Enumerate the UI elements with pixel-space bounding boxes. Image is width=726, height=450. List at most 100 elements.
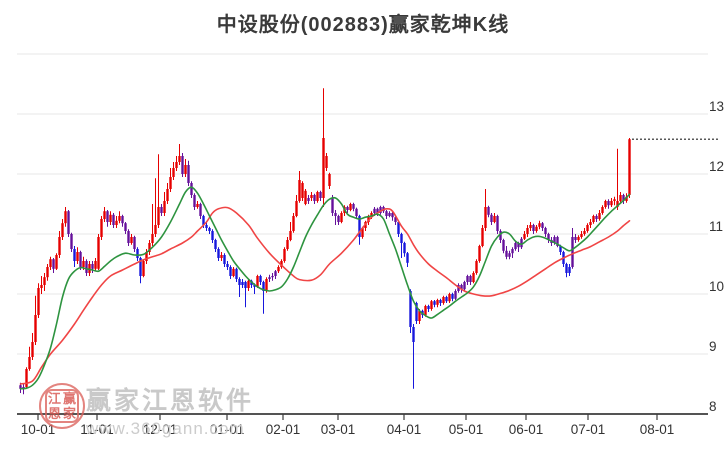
- candle-body: [274, 271, 277, 276]
- candle-body: [451, 294, 454, 299]
- candle-body: [391, 213, 394, 218]
- candle-body: [379, 207, 382, 213]
- candle-body: [103, 211, 106, 219]
- candle-body: [109, 214, 112, 222]
- candle-body: [220, 255, 223, 258]
- candle-body: [37, 288, 40, 315]
- candle-body: [157, 207, 160, 225]
- candle-body: [262, 282, 265, 291]
- candle-body: [235, 268, 238, 279]
- seal-ring: [39, 383, 85, 429]
- candle-body: [481, 228, 484, 246]
- candle-body: [253, 285, 256, 287]
- candle-body: [139, 258, 142, 276]
- candle-body: [115, 220, 118, 225]
- candle-body: [268, 277, 271, 279]
- candle-body: [592, 216, 595, 222]
- candle-body: [415, 303, 418, 321]
- candle-body: [298, 180, 301, 201]
- candle-body: [31, 342, 34, 357]
- y-tick-label: 13: [709, 99, 724, 114]
- candle-body: [397, 222, 400, 234]
- candle-body: [226, 264, 229, 267]
- y-tick-label: 10: [709, 279, 724, 294]
- candle-body: [52, 259, 55, 269]
- x-tick-label: 06-01: [509, 422, 544, 437]
- candle-body: [607, 201, 610, 206]
- x-tick-label: 05-01: [449, 422, 484, 437]
- candle-body: [469, 276, 472, 282]
- candle-body: [307, 198, 310, 201]
- candle-body: [223, 255, 226, 264]
- candle-body: [199, 204, 202, 216]
- candle-body: [436, 300, 439, 305]
- candle-body: [376, 208, 379, 213]
- candle-body: [454, 291, 457, 299]
- candle-body: [289, 231, 292, 240]
- candle-body: [73, 249, 76, 261]
- seal-char: 恩: [47, 406, 61, 421]
- x-tick-label: 10-01: [21, 422, 56, 437]
- candle-body: [19, 385, 22, 389]
- candle-body: [256, 276, 259, 287]
- candle-body: [439, 300, 442, 303]
- candle-body: [148, 243, 151, 252]
- x-tick-label: 08-01: [640, 422, 675, 437]
- candle-body: [118, 216, 121, 221]
- candle-body: [517, 243, 520, 248]
- y-tick-label: 11: [709, 219, 723, 234]
- candle-body: [619, 195, 622, 201]
- candle-body: [352, 204, 355, 209]
- candle-body: [466, 276, 469, 282]
- candle-body: [277, 267, 280, 272]
- seal-char: 家: [62, 406, 76, 421]
- candle-body: [154, 225, 157, 234]
- candle-body: [130, 237, 133, 243]
- candle-body: [472, 273, 475, 282]
- candle-body: [442, 297, 445, 303]
- candle-body: [58, 237, 61, 255]
- candle-body: [424, 306, 427, 315]
- seal-square: 江 赢 恩 家: [45, 389, 79, 423]
- candle-body: [145, 252, 148, 261]
- candle-body: [187, 165, 190, 183]
- candle-body: [544, 228, 547, 234]
- candle-body: [88, 264, 91, 273]
- candle-body: [385, 211, 388, 216]
- candle-body: [430, 301, 433, 309]
- candle-body: [202, 216, 205, 225]
- candle-body: [292, 216, 295, 231]
- candle-body: [244, 282, 247, 288]
- candle-body: [178, 156, 181, 162]
- candle-body: [181, 156, 184, 174]
- candle-body: [358, 216, 361, 237]
- candle-body: [448, 294, 451, 302]
- candle-body: [604, 201, 607, 207]
- candle-body: [169, 177, 172, 189]
- candle-body: [43, 277, 46, 285]
- candle-body: [313, 195, 316, 201]
- candle-body: [511, 249, 514, 254]
- candle-body: [370, 213, 373, 216]
- candle-body: [316, 192, 319, 201]
- candle-body: [520, 238, 523, 248]
- candle-body: [409, 291, 412, 327]
- candle-body: [163, 201, 166, 213]
- candle-body: [166, 189, 169, 201]
- candle-body: [28, 357, 31, 369]
- x-tick-label: 12-01: [143, 422, 178, 437]
- candle-body: [565, 264, 568, 273]
- candle-body: [568, 267, 571, 273]
- candle-body: [493, 216, 496, 222]
- candle-body: [229, 267, 232, 276]
- candle-body: [616, 201, 619, 207]
- x-tick-label: 03-01: [321, 422, 356, 437]
- candle-body: [85, 261, 88, 273]
- candle-body: [529, 225, 532, 228]
- candle-body: [259, 276, 262, 282]
- candle-body: [304, 190, 307, 204]
- slow-ma-line: [19, 206, 631, 385]
- candle-body: [46, 267, 49, 278]
- candle-body: [322, 138, 325, 198]
